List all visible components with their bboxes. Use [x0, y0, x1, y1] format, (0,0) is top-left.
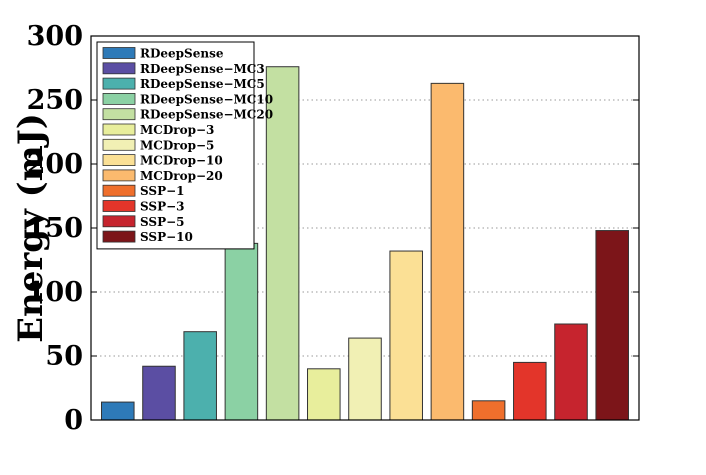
y-tick-label: 250	[27, 85, 83, 116]
y-tick-label: 0	[64, 405, 83, 436]
bar-2	[142, 365, 176, 421]
bar-4	[224, 242, 259, 421]
y-axis-tick-labels: 0 50 100 150 200 250 300	[27, 21, 83, 436]
legend-label: RDeepSense−MC20	[140, 108, 273, 122]
legend-label: RDeepSense−MC3	[140, 62, 265, 76]
y-tick-label: 150	[27, 213, 83, 244]
legend-swatch-13	[102, 230, 136, 243]
bar-1	[101, 401, 135, 421]
bar-6	[307, 368, 341, 421]
legend-swatch-5	[102, 108, 136, 121]
legend-label: MCDrop−20	[140, 169, 223, 183]
legend-label: SSP−3	[140, 200, 185, 214]
legend-label: SSP−1	[140, 184, 185, 198]
y-axis-ticks	[91, 35, 639, 421]
bar-7	[348, 337, 382, 421]
legend-label: RDeepSense−MC5	[140, 77, 265, 91]
legend-label: SSP−10	[140, 230, 193, 244]
bar-13	[595, 230, 629, 421]
legend-label: RDeepSense−MC10	[140, 92, 273, 106]
legend-swatch-1	[102, 47, 136, 59]
y-tick-label: 200	[27, 149, 83, 180]
legend-label: SSP−5	[140, 215, 185, 229]
legend-swatch-9	[102, 169, 136, 182]
legend-swatch-10	[102, 184, 136, 197]
bar-8	[389, 250, 423, 421]
bar-3	[183, 331, 217, 421]
y-axis-title: Energy (mJ)	[11, 113, 51, 343]
legend-label: RDeepSense	[140, 47, 224, 61]
bar-5	[265, 66, 300, 421]
bars	[101, 66, 629, 421]
legend-swatch-4	[102, 93, 136, 105]
legend-swatch-12	[102, 215, 136, 228]
bar-9	[430, 82, 465, 421]
legend-swatch-2	[102, 62, 136, 75]
bar-10	[471, 400, 506, 421]
legend-swatch-11	[102, 200, 136, 212]
legend: RDeepSenseRDeepSense−MC3RDeepSense−MC5RD…	[96, 41, 273, 250]
legend-label: MCDrop−3	[140, 123, 214, 137]
y-tick-label: 50	[45, 341, 83, 372]
legend-swatch-3	[102, 77, 136, 90]
legend-label: MCDrop−5	[140, 138, 214, 152]
y-tick-label: 100	[27, 277, 83, 308]
legend-swatch-6	[102, 123, 136, 136]
legend-label: MCDrop−10	[140, 154, 223, 168]
legend-swatch-8	[102, 154, 136, 167]
bar-11	[513, 361, 547, 421]
bar-12	[554, 323, 588, 421]
legend-swatch-7	[102, 138, 136, 151]
y-tick-label: 300	[27, 21, 83, 52]
